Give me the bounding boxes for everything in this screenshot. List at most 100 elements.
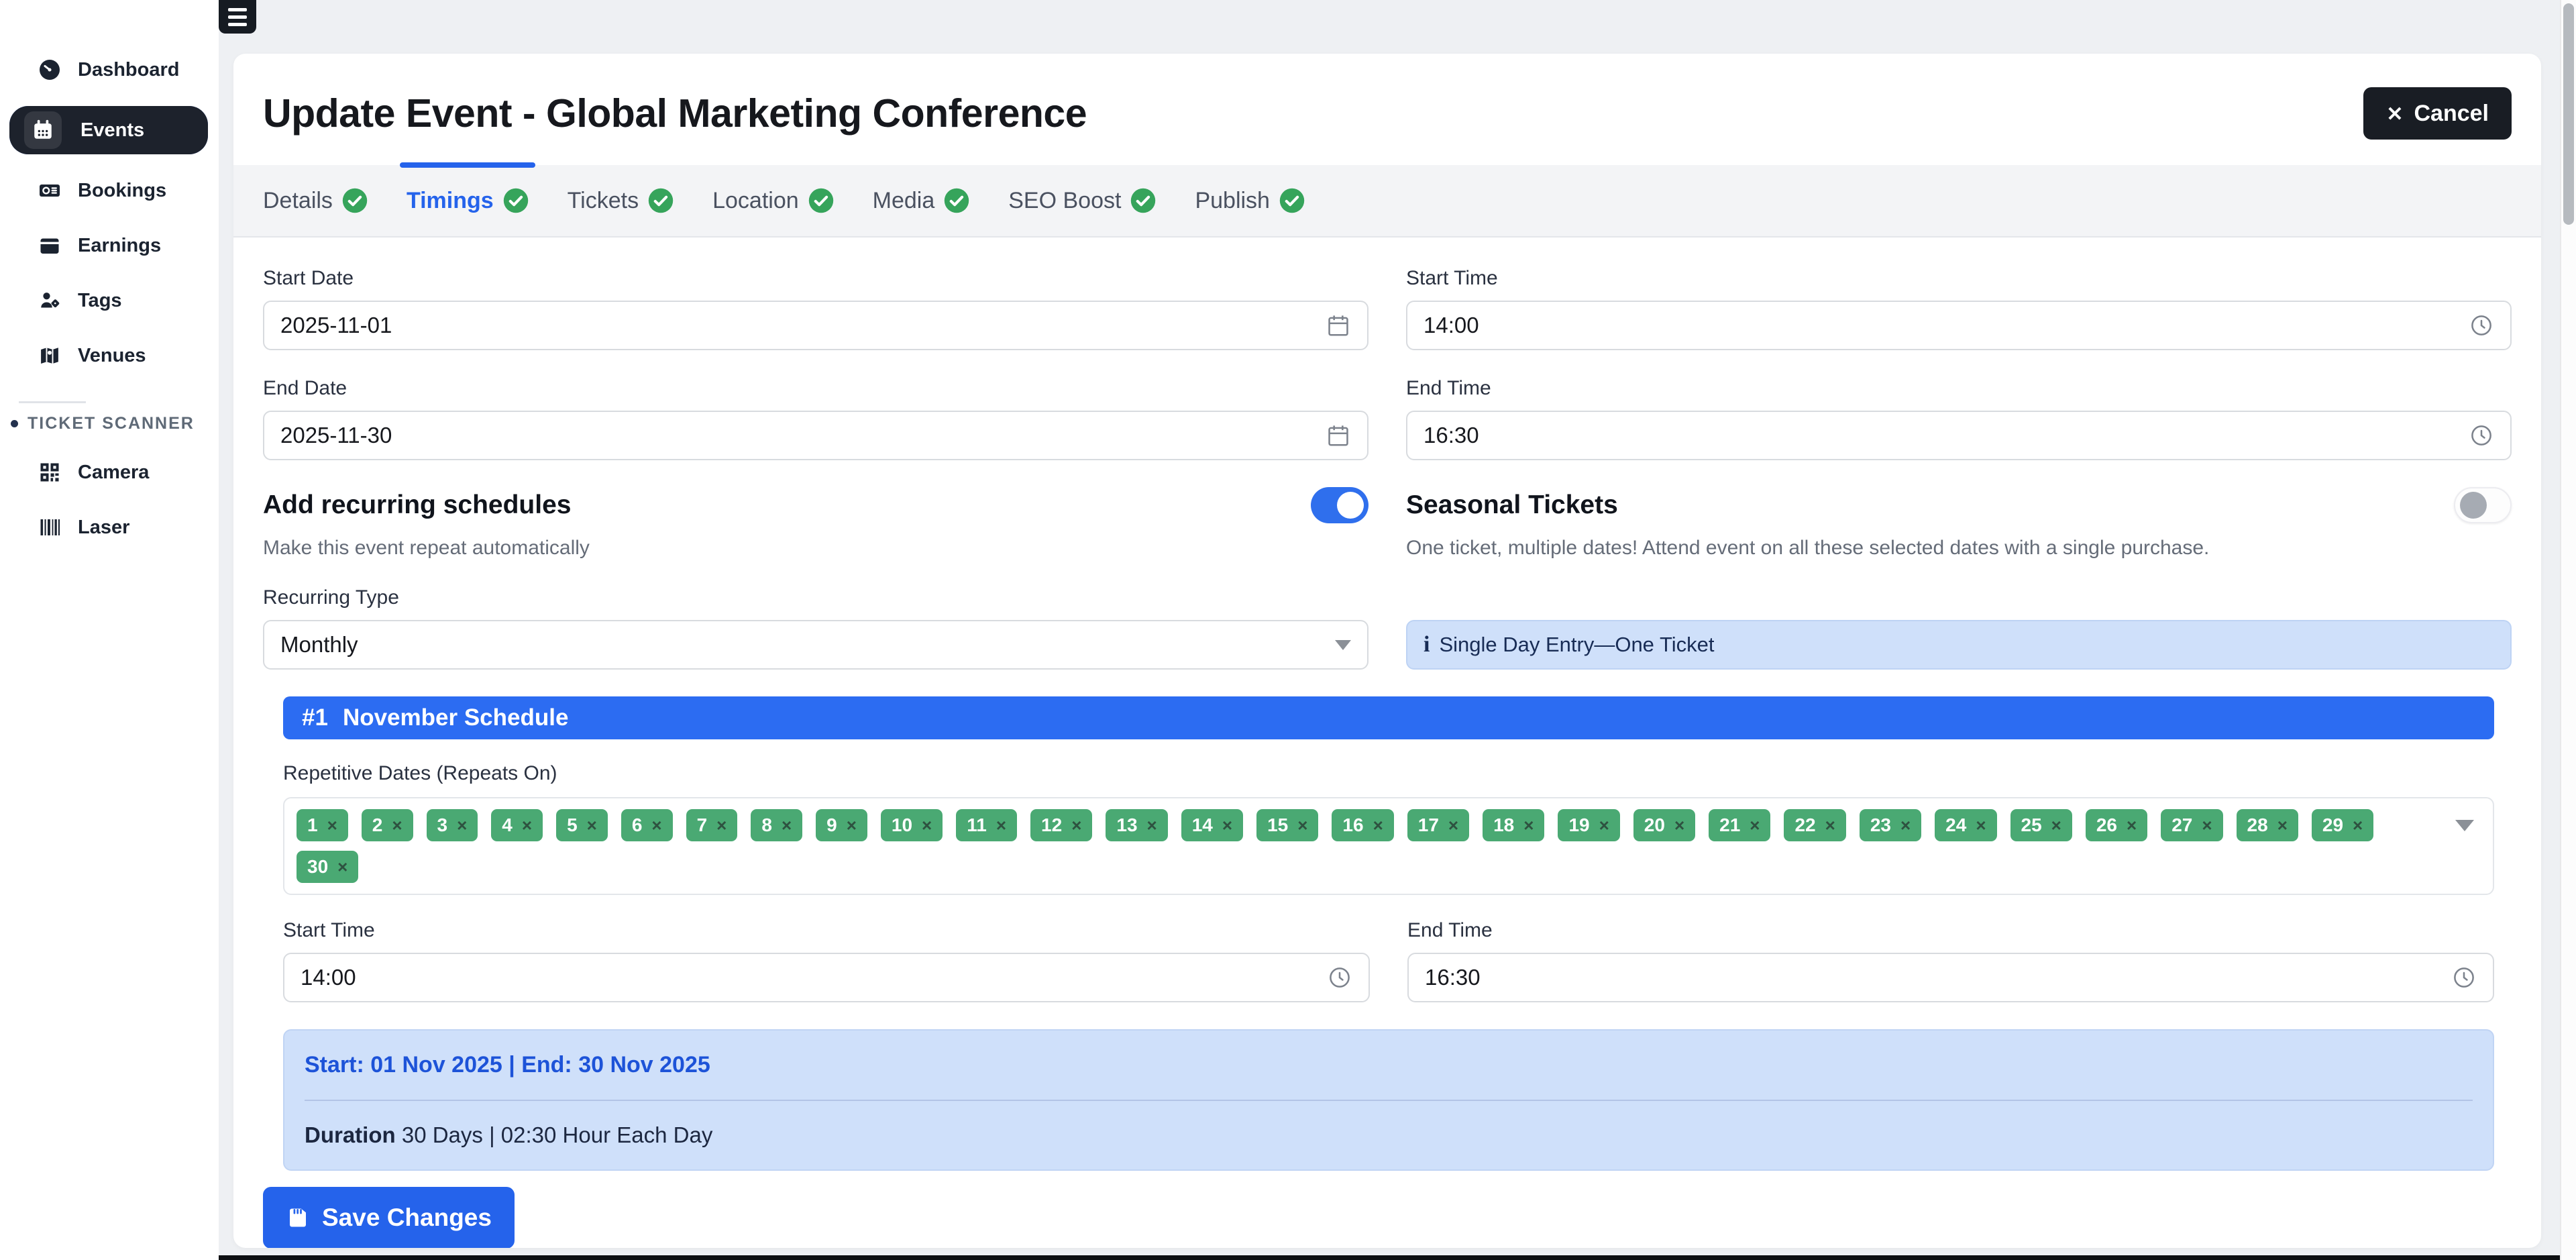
sidebar-section-divider bbox=[19, 401, 86, 403]
tab-seo-boost[interactable]: SEO Boost bbox=[1008, 188, 1156, 214]
sidebar-item-dashboard[interactable]: Dashboard bbox=[0, 51, 219, 89]
remove-date-icon[interactable] bbox=[847, 817, 857, 834]
tab-publish[interactable]: Publish bbox=[1195, 188, 1305, 214]
scrollbar-thumb[interactable] bbox=[2563, 3, 2574, 225]
date-chip-value: 14 bbox=[1191, 815, 1213, 835]
sidebar: Dashboard Events bbox=[0, 0, 219, 1260]
tab-media[interactable]: Media bbox=[873, 188, 970, 214]
remove-date-icon[interactable] bbox=[1071, 817, 1081, 834]
tab-location[interactable]: Location bbox=[712, 188, 834, 214]
start-date-input[interactable]: 2025-11-01 bbox=[263, 301, 1368, 350]
bottom-edge-strip bbox=[219, 1255, 2576, 1260]
clock-icon[interactable] bbox=[1327, 965, 1352, 990]
remove-date-icon[interactable] bbox=[1147, 817, 1157, 834]
remove-date-icon[interactable] bbox=[1674, 817, 1684, 834]
date-chip: 26 bbox=[2085, 809, 2148, 841]
seasonal-toggle[interactable] bbox=[2454, 487, 2512, 523]
recurring-toggle[interactable] bbox=[1311, 487, 1368, 523]
date-chip-value: 7 bbox=[696, 815, 708, 835]
recurring-type-select[interactable]: Monthly bbox=[263, 620, 1368, 670]
sidebar-item-label: Laser bbox=[78, 516, 130, 538]
remove-date-icon[interactable] bbox=[1900, 817, 1911, 834]
sidebar-item-events[interactable]: Events bbox=[9, 106, 208, 154]
sidebar-item-laser[interactable]: Laser bbox=[0, 509, 219, 546]
info-icon: i bbox=[1424, 632, 1430, 657]
recurring-toggle-group: Add recurring schedules Make this event … bbox=[263, 487, 1368, 560]
start-date-label: Start Date bbox=[263, 267, 354, 289]
schedule-banner: #1 November Schedule bbox=[283, 696, 2494, 739]
calendar-icon[interactable] bbox=[1326, 423, 1351, 448]
sidebar-item-label: Bookings bbox=[78, 179, 167, 201]
clock-icon[interactable] bbox=[2469, 423, 2494, 448]
barcode-icon bbox=[40, 519, 60, 535]
schedule-summary-box: Start: 01 Nov 2025 | End: 30 Nov 2025 Du… bbox=[283, 1029, 2494, 1171]
remove-date-icon[interactable] bbox=[2127, 817, 2137, 834]
date-chip: 21 bbox=[1709, 809, 1771, 841]
date-chip: 20 bbox=[1633, 809, 1696, 841]
save-changes-button[interactable]: Save Changes bbox=[263, 1187, 515, 1248]
remove-date-icon[interactable] bbox=[1222, 817, 1232, 834]
remove-date-icon[interactable] bbox=[392, 817, 402, 834]
sidebar-item-tags[interactable]: Tags bbox=[0, 282, 219, 319]
sidebar-item-venues[interactable]: Venues bbox=[0, 337, 219, 374]
remove-date-icon[interactable] bbox=[1297, 817, 1307, 834]
end-date-input[interactable]: 2025-11-30 bbox=[263, 411, 1368, 460]
remove-date-icon[interactable] bbox=[327, 817, 337, 834]
date-chip-value: 29 bbox=[2322, 815, 2344, 835]
remove-date-icon[interactable] bbox=[2353, 817, 2363, 834]
date-chip-value: 5 bbox=[567, 815, 578, 835]
schedule-end-time-input[interactable]: 16:30 bbox=[1407, 953, 2494, 1002]
clock-icon[interactable] bbox=[2451, 965, 2477, 990]
tab-timings[interactable]: Timings bbox=[399, 162, 535, 214]
remove-date-icon[interactable] bbox=[1523, 817, 1534, 834]
sidebar-active-accent: Events bbox=[9, 106, 208, 154]
sidebar-item-earnings[interactable]: Earnings bbox=[0, 227, 219, 264]
date-chip: 4 bbox=[491, 809, 543, 841]
sidebar-toggle-button[interactable] bbox=[219, 0, 256, 34]
remove-date-icon[interactable] bbox=[2202, 817, 2212, 834]
page-scrollbar[interactable] bbox=[2560, 0, 2576, 1260]
repetitive-dates-multiselect[interactable]: 1 2 3 bbox=[283, 797, 2494, 895]
cancel-button[interactable]: Cancel bbox=[2363, 87, 2512, 140]
remove-date-icon[interactable] bbox=[587, 817, 597, 834]
recurring-type-label: Recurring Type bbox=[263, 586, 399, 609]
date-chip-value: 8 bbox=[761, 815, 772, 835]
chevron-down-icon[interactable] bbox=[2455, 820, 2474, 831]
remove-date-icon[interactable] bbox=[2051, 817, 2061, 834]
remove-date-icon[interactable] bbox=[522, 817, 532, 834]
clock-icon[interactable] bbox=[2469, 313, 2494, 338]
events-icon-box bbox=[24, 111, 62, 149]
remove-date-icon[interactable] bbox=[1448, 817, 1458, 834]
remove-date-icon[interactable] bbox=[457, 817, 467, 834]
qr-code-icon bbox=[40, 463, 59, 482]
remove-date-icon[interactable] bbox=[716, 817, 727, 834]
sidebar-item-camera[interactable]: Camera bbox=[0, 454, 219, 491]
remove-date-icon[interactable] bbox=[2277, 817, 2288, 834]
remove-date-icon[interactable] bbox=[922, 817, 932, 834]
remove-date-icon[interactable] bbox=[651, 817, 661, 834]
remove-date-icon[interactable] bbox=[996, 817, 1006, 834]
tab-details[interactable]: Details bbox=[263, 188, 368, 214]
calendar-icon[interactable] bbox=[1326, 313, 1351, 338]
date-chip-value: 27 bbox=[2171, 815, 2193, 835]
remove-date-icon[interactable] bbox=[1976, 817, 1986, 834]
seasonal-toggle-group: Seasonal Tickets One ticket, multiple da… bbox=[1406, 487, 2512, 560]
tab-tickets[interactable]: Tickets bbox=[568, 188, 674, 214]
date-chip-value: 2 bbox=[372, 815, 383, 835]
end-time-input[interactable]: 16:30 bbox=[1406, 411, 2512, 460]
remove-date-icon[interactable] bbox=[1825, 817, 1835, 834]
date-chip: 18 bbox=[1483, 809, 1545, 841]
sidebar-item-bookings[interactable]: Bookings bbox=[0, 172, 219, 209]
schedule-end-time-label: End Time bbox=[1407, 919, 1493, 941]
schedule-duration-text: Duration 30 Days | 02:30 Hour Each Day bbox=[305, 1122, 713, 1147]
start-time-input[interactable]: 14:00 bbox=[1406, 301, 2512, 350]
schedule-start-time-input[interactable]: 14:00 bbox=[283, 953, 1370, 1002]
remove-date-icon[interactable] bbox=[1599, 817, 1609, 834]
remove-date-icon[interactable] bbox=[1750, 817, 1760, 834]
bullet-icon bbox=[11, 420, 18, 427]
remove-date-icon[interactable] bbox=[1373, 817, 1383, 834]
chevron-down-icon bbox=[1335, 639, 1351, 650]
remove-date-icon[interactable] bbox=[337, 858, 347, 876]
remove-date-icon[interactable] bbox=[782, 817, 792, 834]
schedule-end-time-group: End Time 16:30 bbox=[1407, 919, 2494, 1002]
